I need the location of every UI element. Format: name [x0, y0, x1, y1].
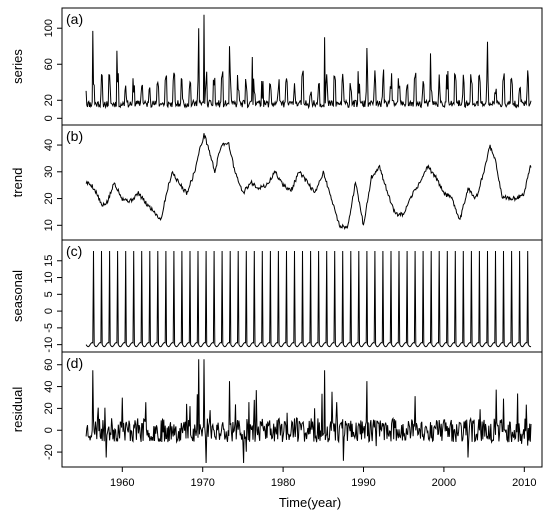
panel-frame [61, 351, 543, 468]
panel-series: 0 20 60 100 series (a) [10, 7, 543, 126]
x-tick-label: 2010 [512, 477, 536, 489]
y-tick-label: 60 [43, 359, 55, 371]
y-tick-label: 30 [43, 166, 55, 178]
y-axis-label: series [10, 49, 25, 84]
x-tick-label: 1960 [110, 477, 134, 489]
series-line-trend [85, 133, 532, 230]
panels: 02060100series(a)10203040trend(b)-10-505… [10, 7, 543, 468]
x-tick-label: 1980 [271, 477, 295, 489]
y-tick-label: 0 [43, 308, 55, 314]
panel-frame [61, 124, 543, 241]
series-line-seasonal [85, 250, 532, 348]
y-tick-label: 20 [43, 192, 55, 204]
y-tick-label: -10 [43, 337, 55, 353]
x-tick-label: 1970 [190, 477, 214, 489]
y-tick-label: 40 [43, 380, 55, 392]
x-axis-label: Time(year) [279, 495, 341, 510]
y-tick-label: 20 [43, 402, 55, 414]
y-tick-label: 5 [43, 291, 55, 297]
y-tick-label: -5 [43, 323, 55, 333]
x-axis: 1960 1970 1980 1990 2000 2010 [110, 467, 537, 489]
y-tick-label: 0 [43, 115, 55, 121]
y-axis-label: seasonal [10, 270, 25, 322]
y-tick-label: 15 [43, 255, 55, 267]
y-tick-label: 10 [43, 271, 55, 283]
y-tick-label: 20 [43, 94, 55, 106]
panel-trend: 10 20 30 40 trend (b) [10, 124, 543, 241]
panel-tag: (d) [66, 355, 83, 371]
y-tick-label: 60 [43, 58, 55, 70]
panel-tag: (b) [66, 128, 83, 144]
y-tick-label: -20 [43, 444, 55, 460]
y-tick-label: 10 [43, 219, 55, 231]
series-line-residual [85, 359, 532, 464]
panel-seasonal: -10 -5 0 5 10 15 seasonal (c) [10, 239, 543, 353]
y-axis-label: trend [10, 168, 25, 198]
panel-frame [61, 7, 543, 126]
x-tick-label: 1990 [351, 477, 375, 489]
y-axis-label: residual [10, 387, 25, 433]
x-tick-label: 2000 [432, 477, 456, 489]
panel-residual: -20 0 20 40 60 residual (d) [10, 351, 543, 468]
y-tick-label: 100 [43, 19, 55, 37]
series-line-series [85, 14, 532, 110]
panel-tag: (a) [66, 11, 83, 27]
y-tick-label: 0 [43, 427, 55, 433]
y-tick-label: 40 [43, 139, 55, 151]
panel-tag: (c) [66, 243, 82, 259]
